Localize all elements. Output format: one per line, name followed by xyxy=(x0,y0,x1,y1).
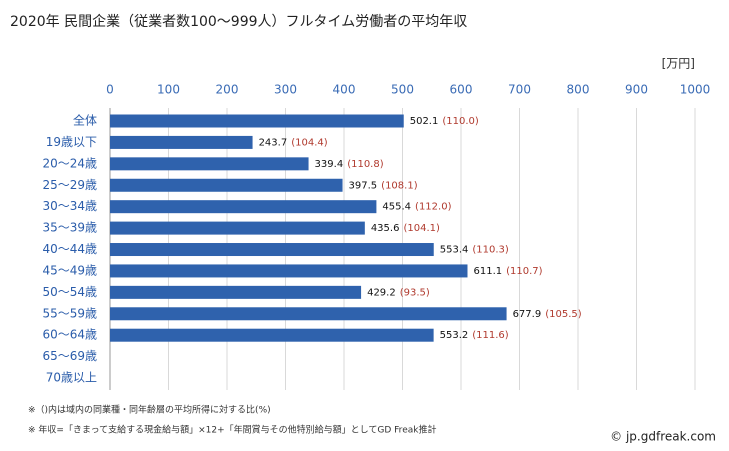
bar xyxy=(110,157,309,171)
value-label: 339.4 xyxy=(315,159,344,170)
ratio-label: (93.5) xyxy=(400,287,430,298)
x-tick-label: 400 xyxy=(333,83,356,97)
bar xyxy=(110,135,253,149)
value-label: 455.4 xyxy=(382,202,411,213)
value-label: 502.1 (110.0) xyxy=(410,116,479,127)
value-label: 243.7 xyxy=(259,137,288,148)
x-tick-label: 700 xyxy=(508,83,531,97)
value-label: 339.4 (110.8) xyxy=(315,159,384,170)
x-tick-label: 500 xyxy=(391,83,414,97)
value-label: 553.4 xyxy=(440,245,469,256)
y-tick-label: 35～39歳 xyxy=(42,221,97,235)
bar xyxy=(110,114,404,128)
value-label: 677.9 xyxy=(513,309,542,320)
y-tick-label: 全体 xyxy=(73,113,97,128)
x-tick-label: 0 xyxy=(106,83,114,97)
x-tick-label: 1000 xyxy=(680,83,711,97)
ratio-label: (105.5) xyxy=(545,309,582,320)
value-label: 435.6 (104.1) xyxy=(371,223,440,234)
x-tick-label: 100 xyxy=(157,83,180,97)
y-tick-label: 70歳以上 xyxy=(46,371,97,385)
value-label: 553.2 xyxy=(440,330,469,341)
ratio-label: (108.1) xyxy=(381,180,418,191)
value-label: 455.4 (112.0) xyxy=(382,202,451,213)
y-tick-label: 25～29歳 xyxy=(42,178,97,192)
ratio-label: (104.4) xyxy=(291,137,328,148)
ratio-label: (110.3) xyxy=(472,245,509,256)
bar xyxy=(110,285,362,299)
y-tick-label: 19歳以下 xyxy=(46,135,97,149)
ratio-label: (111.6) xyxy=(472,330,509,341)
value-label: 397.5 (108.1) xyxy=(349,180,418,191)
note: ※（)内は域内の同業種・同年齢層の平均所得に対する比(%) xyxy=(28,404,271,416)
x-tick-label: 600 xyxy=(450,83,473,97)
value-label: 429.2 (93.5) xyxy=(367,287,430,298)
ratio-label: (112.0) xyxy=(415,202,452,213)
bar xyxy=(110,243,434,257)
ratio-label: (104.1) xyxy=(403,223,440,234)
value-label: 243.7 (104.4) xyxy=(259,137,328,148)
x-tick-label: 300 xyxy=(274,83,297,97)
value-label: 502.1 xyxy=(410,116,439,127)
value-label: 677.9 (105.5) xyxy=(513,309,582,320)
y-tick-label: 40～44歳 xyxy=(42,242,97,256)
y-tick-label: 65～69歳 xyxy=(42,349,97,363)
bar xyxy=(110,328,434,342)
bar xyxy=(110,221,365,235)
y-tick-label: 30～34歳 xyxy=(42,199,97,213)
value-label: 553.2 (111.6) xyxy=(440,330,509,341)
note: ※ 年収=「きまって支給する現金給与額」×12+「年間賞与その他特別給与額」とし… xyxy=(28,424,436,436)
x-tick-label: 800 xyxy=(567,83,590,97)
x-tick-label: 200 xyxy=(216,83,239,97)
bar xyxy=(110,178,343,192)
y-tick-label: 50～54歳 xyxy=(42,285,97,299)
y-tick-label: 60～64歳 xyxy=(42,328,97,342)
ratio-label: (110.0) xyxy=(442,116,479,127)
y-tick-label: 55～59歳 xyxy=(42,306,97,320)
value-label: 397.5 xyxy=(349,180,378,191)
unit-label: [万円] xyxy=(662,57,695,71)
value-label: 611.1 (110.7) xyxy=(473,266,542,277)
x-tick-label: 900 xyxy=(625,83,648,97)
bar xyxy=(110,264,468,278)
ratio-label: (110.7) xyxy=(506,266,543,277)
bar xyxy=(110,200,377,214)
y-tick-label: 45～49歳 xyxy=(42,263,97,277)
value-label: 429.2 xyxy=(367,287,396,298)
ratio-label: (110.8) xyxy=(347,159,384,170)
chart-title: 2020年 民間企業（従業者数100～999人）フルタイム労働者の平均年収 xyxy=(10,13,467,30)
value-label: 435.6 xyxy=(371,223,400,234)
value-label: 553.4 (110.3) xyxy=(440,245,509,256)
bar xyxy=(110,307,507,321)
y-tick-label: 20～24歳 xyxy=(42,156,97,170)
source: © jp.gdfreak.com xyxy=(610,430,716,444)
value-label: 611.1 xyxy=(473,266,502,277)
